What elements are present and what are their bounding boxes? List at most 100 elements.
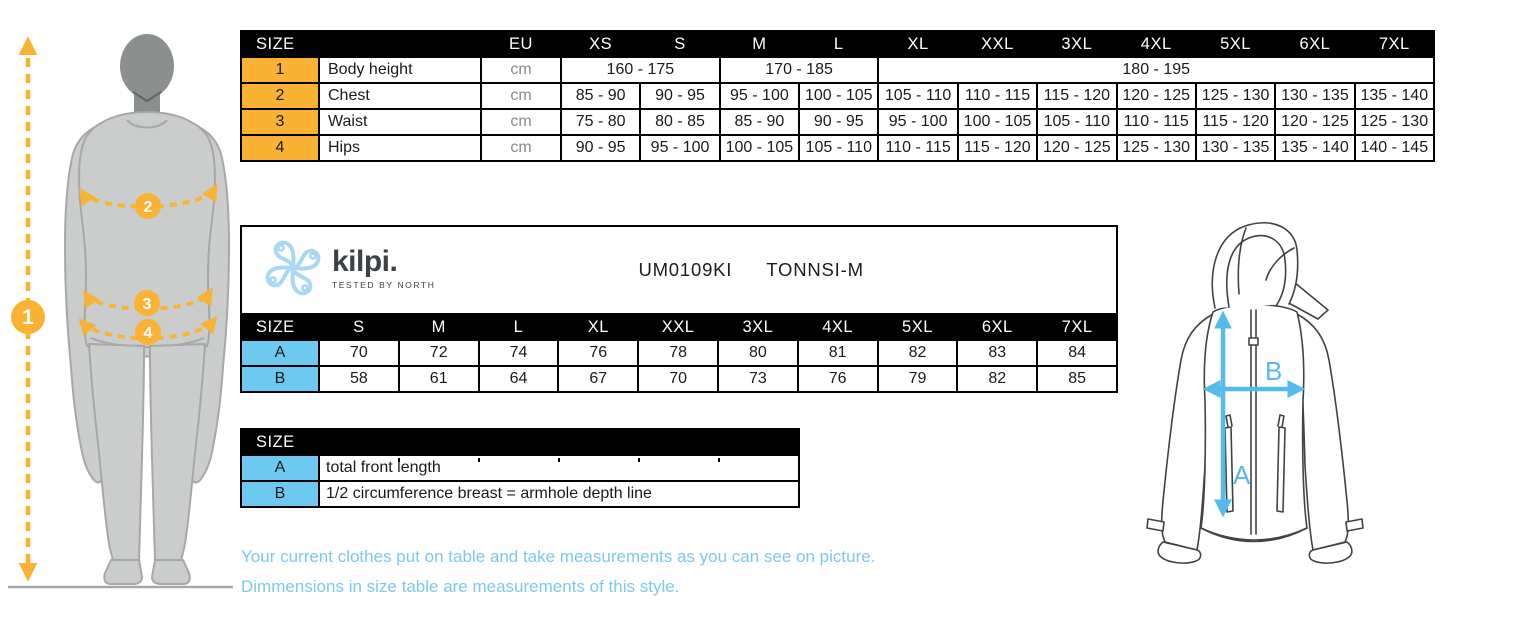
cell: 83 [956, 339, 1039, 367]
column-header: 3XL [1036, 30, 1118, 58]
marker-1-label: 1 [22, 306, 34, 329]
product-code: UM0109KI TONNSI-M [638, 259, 863, 281]
table-row: 2 Chest cm 85 - 90 90 - 95 95 - 100 100 - 105 1… [240, 82, 1436, 110]
column-header: 7XL [1353, 30, 1436, 58]
column-header: 6XL [956, 313, 1039, 341]
column-header: 3XL [716, 313, 799, 341]
cell: Hips [318, 134, 482, 162]
cell: 125 - 130 [1353, 108, 1436, 136]
column-header: 4XL [796, 313, 879, 341]
cell: 76 [557, 339, 640, 367]
cell: B [240, 365, 320, 393]
cell: 125 - 130 [1115, 134, 1197, 162]
cell: B [240, 480, 320, 508]
marker-4-badge [135, 319, 161, 345]
cell: cm [480, 56, 562, 84]
cell: A [240, 454, 320, 482]
cell: 105 - 110 [798, 134, 880, 162]
cell: 120 - 125 [1274, 108, 1356, 136]
marker-1-badge [11, 300, 45, 334]
marker-2-label: 2 [144, 199, 153, 216]
cell: 76 [796, 365, 879, 393]
cell: 1/2 circumference breast = armhole depth… [318, 480, 800, 508]
marker-4-label: 4 [144, 325, 153, 342]
cell: 160 - 175 [560, 56, 721, 84]
cell: 2 [240, 82, 320, 110]
cell: 140 - 145 [1353, 134, 1436, 162]
column-header: 6XL [1274, 30, 1356, 58]
cell: 135 - 140 [1274, 134, 1356, 162]
column-header: SIZE [240, 428, 800, 456]
cell: 100 - 105 [956, 108, 1039, 136]
cell: 125 - 130 [1194, 82, 1277, 110]
column-header: XL [557, 313, 640, 341]
cell: 110 - 115 [877, 134, 959, 162]
cell: 82 [956, 365, 1039, 393]
table-row: 3 Waist cm 75 - 80 80 - 85 85 - 90 90 - 95 95 -… [240, 108, 1436, 136]
body-size-table: SIZE EU XS S M L XL XXL 3XL 4XL 5XL 6XL 7XL 1 Body hei… [240, 30, 1436, 162]
column-header: SIZE [240, 313, 320, 341]
cell: 90 - 95 [798, 108, 880, 136]
jacket-outline-icon [1146, 222, 1364, 564]
cell: 110 - 115 [956, 82, 1039, 110]
cell: 115 - 120 [956, 134, 1039, 162]
cell: 1 [240, 56, 320, 84]
cell: 84 [1036, 339, 1118, 367]
height-measure-arrow: 1 [11, 36, 45, 582]
garment-size-table: SIZE S M L XL XXL 3XL 4XL 5XL 6XL 7XL A 70 72 74 76 78 80… [240, 313, 1118, 393]
column-header: XXL [637, 313, 719, 341]
cell: 80 [716, 339, 799, 367]
kilpi-knot-icon [265, 240, 321, 296]
cell: 180 - 195 [877, 56, 1435, 84]
brand-tagline: Tested by North [332, 279, 436, 290]
table-row: B 58 61 64 67 70 73 76 79 82 85 [240, 365, 1118, 393]
product-code-sku: UM0109KI [638, 259, 733, 280]
cell: 130 - 135 [1194, 134, 1277, 162]
cell: 74 [477, 339, 560, 367]
cell: 73 [716, 365, 799, 393]
marker-3-label: 3 [143, 296, 152, 313]
cell: 170 - 185 [718, 56, 880, 84]
cell: 67 [557, 365, 640, 393]
cell: 95 - 100 [877, 108, 959, 136]
cell: 85 - 90 [559, 82, 642, 110]
body-measurement-figure: 1 2 3 4 [8, 34, 233, 589]
cell: 58 [318, 365, 400, 393]
brand-wordmark: kilpi. [332, 244, 398, 278]
cell: total front length [318, 454, 800, 482]
table-row: 1 Body height cm 160 - 175 170 - 185 180 - 19… [240, 56, 1435, 84]
cell: 85 - 90 [718, 108, 801, 136]
cell: 95 - 100 [718, 82, 801, 110]
cell: 130 - 135 [1274, 82, 1356, 110]
cell: 120 - 125 [1115, 82, 1197, 110]
note-line-2: Dimmensions in size table are measuremen… [241, 577, 680, 596]
cell: 75 - 80 [559, 108, 642, 136]
cell: 72 [397, 339, 480, 367]
cell: Chest [318, 82, 482, 110]
column-header: XL [877, 30, 959, 58]
chest-measure-arrow: 2 [79, 183, 218, 219]
column-header: M [718, 30, 801, 58]
waist-measure-arrow: 3 [83, 287, 213, 316]
jacket-marker-a-label: A [1233, 460, 1251, 490]
column-header: 5XL [876, 313, 959, 341]
note-line-1: Your current clothes put on table and ta… [241, 547, 876, 566]
cell: 95 - 100 [639, 134, 721, 162]
cell: 64 [477, 365, 560, 393]
brand-logo: kilpi. Tested by North [264, 239, 436, 297]
cell: 70 [318, 339, 400, 367]
marker-3-badge [134, 290, 160, 316]
cell: 100 - 105 [718, 134, 801, 162]
cell: 90 - 95 [559, 134, 642, 162]
column-header: EU [480, 30, 562, 58]
cell: 135 - 140 [1353, 82, 1436, 110]
product-code-name: TONNSI-M [766, 259, 864, 280]
marker-2-badge [135, 193, 161, 219]
cell: 3 [240, 108, 320, 136]
table-row: 4 Hips cm 90 - 95 95 - 100 100 - 105 105 - 110… [240, 134, 1436, 162]
cell: 105 - 110 [1036, 108, 1118, 136]
cell: Body height [318, 56, 482, 84]
